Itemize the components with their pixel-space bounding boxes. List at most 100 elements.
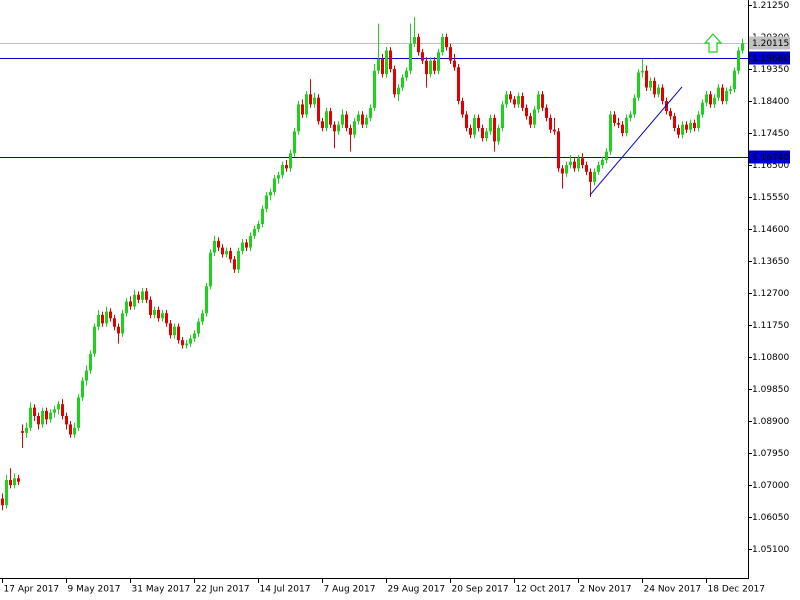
y-tick-label: 1.11750 — [752, 321, 789, 331]
candle-body — [329, 111, 332, 125]
candle-body — [549, 117, 552, 130]
candle-body — [389, 50, 392, 70]
candle-body — [649, 80, 652, 88]
candle-body — [33, 407, 36, 416]
candle-body — [397, 87, 400, 95]
candle-body — [217, 240, 220, 248]
x-tick-label: 22 Jun 2017 — [196, 585, 250, 595]
price-label-box — [749, 150, 790, 164]
candle-body — [689, 122, 692, 130]
candle-body — [325, 111, 328, 128]
y-tick-label: 1.07000 — [752, 481, 789, 491]
y-tick-label: 1.05100 — [752, 545, 789, 555]
candle-body — [109, 311, 112, 319]
candle-body — [461, 101, 464, 115]
candle-body — [257, 223, 260, 230]
y-tick-label: 1.12700 — [752, 289, 789, 299]
candle-body — [705, 94, 708, 103]
candle-body — [509, 94, 512, 100]
x-tick-label: 24 Nov 2017 — [644, 585, 702, 595]
candle-body — [229, 250, 232, 260]
y-tick-label: 1.13650 — [752, 257, 789, 267]
candle-body — [369, 107, 372, 118]
candle-body — [281, 165, 284, 176]
candle-body — [365, 117, 368, 125]
candle-body — [557, 131, 560, 169]
candle-body — [101, 314, 104, 324]
candle-body — [125, 301, 128, 314]
candle-body — [77, 397, 80, 428]
hline-label: 1.19680 — [752, 54, 789, 64]
candle-body — [137, 294, 140, 300]
candle-body — [145, 291, 148, 300]
y-tick-label: 1.19350 — [752, 65, 789, 75]
candle-body — [233, 259, 236, 270]
x-tick-label: 2 Nov 2017 — [580, 585, 632, 595]
candle-body — [525, 107, 528, 117]
candle-body — [273, 178, 276, 192]
candle-body — [301, 104, 304, 115]
candle-body — [565, 165, 568, 174]
candle-body — [717, 87, 720, 98]
alert-arrow-icon — [703, 33, 723, 53]
candle-body — [349, 127, 352, 135]
candle-body — [157, 309, 160, 319]
layer — [1, 16, 744, 511]
candle-body — [725, 90, 728, 102]
candle-body — [457, 67, 460, 102]
candle-body — [409, 43, 412, 71]
x-tick-label: 17 Apr 2017 — [4, 585, 60, 595]
candle-body — [317, 97, 320, 122]
candle-body — [441, 37, 444, 53]
candle-body — [289, 153, 292, 169]
candle-body — [693, 122, 696, 128]
candle-body — [465, 114, 468, 128]
candle-body — [73, 427, 76, 435]
x-tick-label: 7 Aug 2017 — [324, 585, 376, 595]
candle-body — [305, 94, 308, 115]
candle-body — [573, 161, 576, 169]
candle-body — [645, 70, 648, 88]
candle-body — [313, 97, 316, 105]
candle-body — [605, 151, 608, 160]
candle-body — [493, 117, 496, 142]
candle-body — [357, 114, 360, 122]
x-tick-label: 18 Dec 2017 — [708, 585, 766, 595]
candle-body — [21, 431, 24, 433]
candle-body — [637, 72, 640, 98]
candle-body — [473, 117, 476, 135]
candle-body — [537, 94, 540, 110]
candle-body — [665, 101, 668, 112]
candle-body — [653, 80, 656, 95]
candle-body — [41, 410, 44, 425]
candle-body — [405, 70, 408, 78]
y-tick-label: 1.17450 — [752, 129, 789, 139]
candle-body — [245, 242, 248, 248]
candle-body — [593, 171, 596, 182]
candle-body — [5, 479, 8, 506]
candle-body — [117, 326, 120, 334]
current-price-label: 1.20115 — [752, 39, 789, 49]
y-tick-label: 1.08900 — [752, 417, 789, 427]
candle-body — [417, 37, 420, 53]
candle-body — [697, 114, 700, 128]
candle-body — [613, 114, 616, 123]
candle-body — [205, 286, 208, 314]
candle-body — [201, 313, 204, 322]
candle-body — [477, 117, 480, 128]
candle-body — [361, 114, 364, 125]
candle-body — [501, 104, 504, 128]
candle-body — [213, 240, 216, 253]
candle-body — [285, 165, 288, 169]
candle-body — [433, 60, 436, 71]
candle-body — [297, 104, 300, 132]
candle-body — [129, 301, 132, 307]
candle-body — [533, 109, 536, 125]
candle-body — [237, 250, 240, 270]
candle-body — [185, 343, 188, 346]
candle-body — [589, 171, 592, 182]
candle-body — [141, 291, 144, 300]
candle-body — [685, 124, 688, 130]
x-tick-label: 31 May 2017 — [132, 585, 191, 595]
candle-body — [209, 252, 212, 287]
